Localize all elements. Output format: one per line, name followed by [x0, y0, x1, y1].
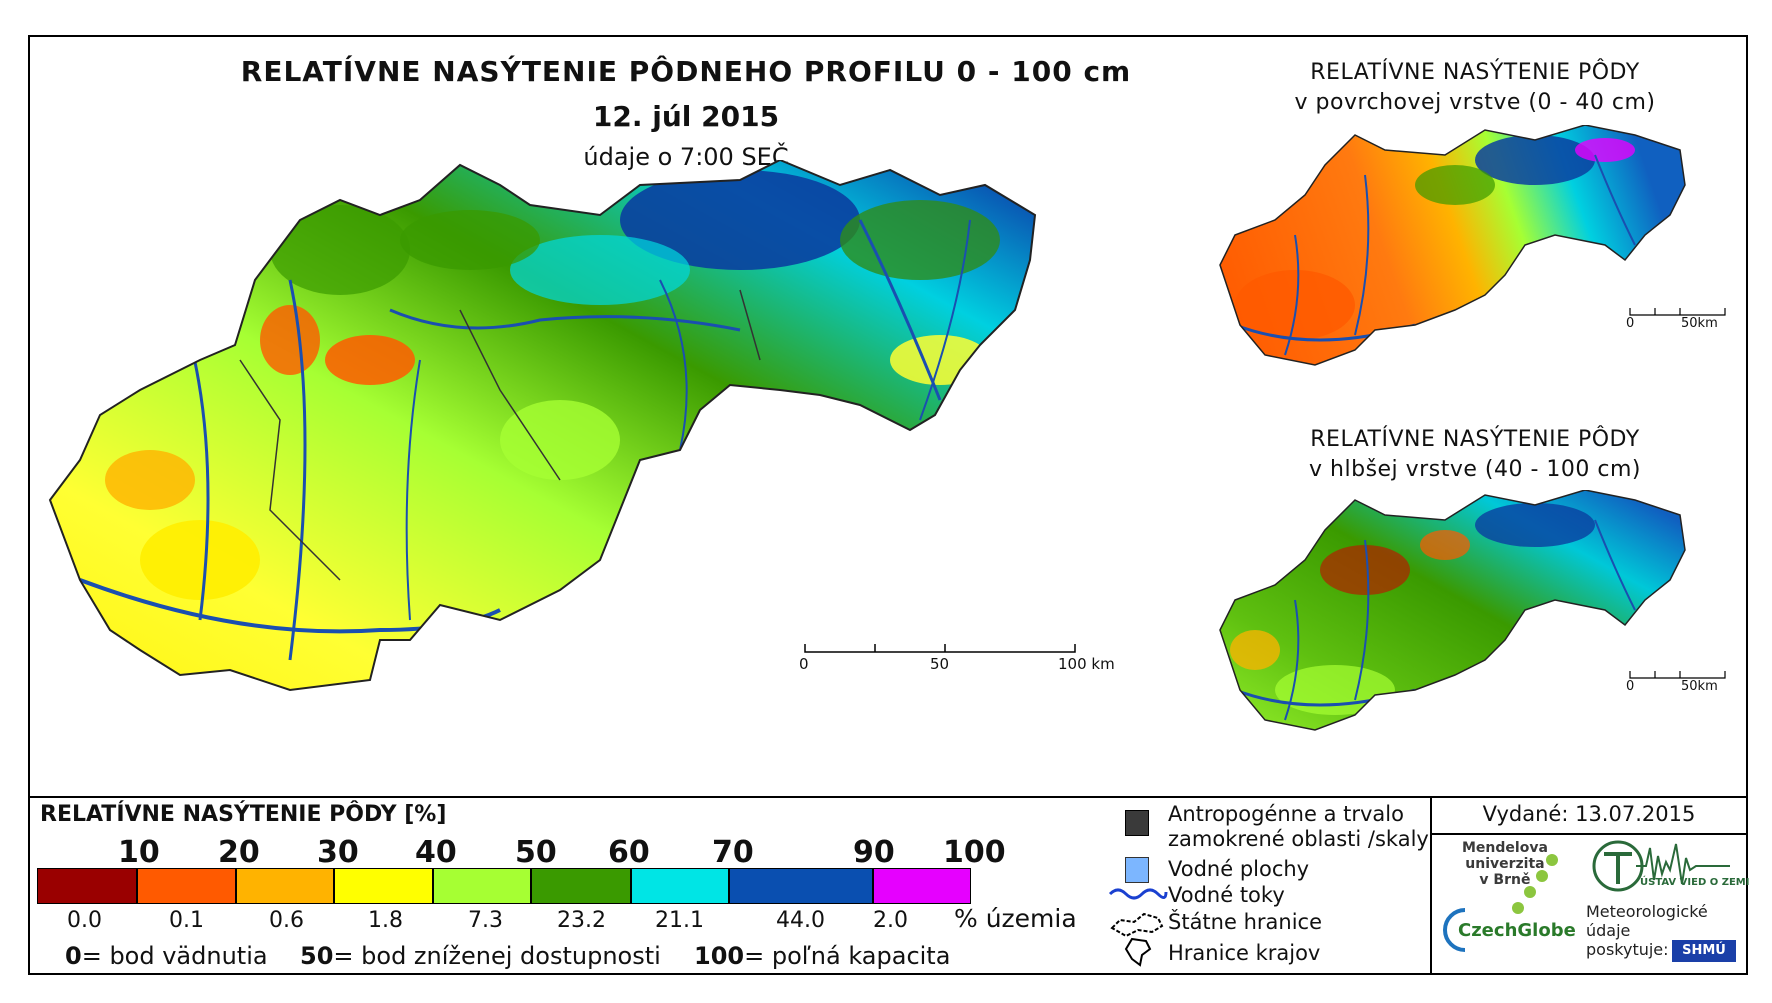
inset-surface-title-line2: v povrchovej vrstve (0 - 40 cm): [1294, 90, 1656, 115]
note-text: = bod vädnutia: [81, 942, 268, 970]
legend-color-class-2: [137, 868, 236, 904]
inset-deep-title-line1: RELATÍVNE NASÝTENIE PÔDY: [1310, 427, 1640, 452]
legend-pct-4: 1.8: [368, 908, 403, 933]
mendel-line3: v Brně: [1479, 872, 1531, 888]
legend-pct-7: 21.1: [655, 908, 704, 933]
legend-divider: [28, 796, 1748, 798]
ustav-logo-text: ÚSTAV VIED O ZEMI: [1640, 877, 1750, 888]
symbol-anthropogenic-line2: zamokrené oblasti /skaly: [1168, 827, 1429, 851]
ustav-vied-o-zemi-logo: [1592, 840, 1730, 892]
inset-deep-map: [1219, 490, 1686, 731]
note-value: 0: [65, 942, 82, 970]
czechglobe-arc-icon: [1443, 908, 1466, 952]
legend-break-20: 20: [218, 835, 260, 870]
issued-divider: [1430, 833, 1748, 835]
legend-pct-9: 2.0: [873, 908, 908, 933]
symbol-rivers: Vodné toky: [1168, 883, 1285, 907]
inset-deep-scale-0: 0: [1626, 679, 1635, 694]
mendel-line1: Mendelova: [1462, 840, 1548, 856]
main-soil-moisture-map: [48, 160, 1037, 692]
note-value: 50: [300, 942, 334, 970]
legend-break-10: 10: [118, 835, 160, 870]
legend-pct-5: 7.3: [468, 908, 503, 933]
shmu-logo: SHMÚ: [1672, 940, 1736, 962]
main-scale-label-50: 50: [930, 655, 950, 673]
main-scale-label-100: 100 km: [1058, 655, 1115, 673]
legend-pct-1: 0.0: [67, 908, 102, 933]
region-border-icon: [1124, 937, 1152, 967]
symbol-anthropogenic-line1: Antropogénne a trvalo: [1168, 802, 1404, 826]
legend-color-class-9: [873, 868, 971, 904]
legend-unit-label: % územia: [954, 904, 1077, 933]
credits-divider: [1430, 796, 1432, 975]
inset-surface-map: [1219, 125, 1686, 366]
legend-color-class-1: [37, 868, 137, 904]
note-text: = poľná kapacita: [744, 942, 951, 970]
inset-deep-title: RELATÍVNE NASÝTENIE PÔDY v hlbšej vrstve…: [1265, 425, 1685, 485]
inset-surface-title-line1: RELATÍVNE NASÝTENIE PÔDY: [1310, 60, 1640, 85]
map-date: 12. júl 2015: [592, 100, 780, 133]
legend-break-70: 70: [712, 835, 754, 870]
inset-deep-scale-50: 50km: [1681, 679, 1718, 694]
legend-note-capacity: 100= poľná kapacita: [694, 942, 950, 970]
symbol-state-border: Štátne hranice: [1168, 910, 1322, 934]
main-scale-label-0: 0: [799, 655, 809, 673]
note-value: 100: [694, 942, 745, 970]
legend-note-wilting: 0= bod vädnutia: [65, 942, 268, 970]
anthropogenic-swatch: [1125, 810, 1149, 836]
legend-color-class-7: [631, 868, 729, 904]
rivers-icon: [1108, 888, 1168, 900]
legend-break-40: 40: [415, 835, 457, 870]
symbol-water-bodies: Vodné plochy: [1168, 857, 1310, 881]
inset-deep-scale-bar: [1629, 671, 1726, 679]
legend-title: RELATÍVNE NASÝTENIE PÔDY [%]: [40, 802, 447, 827]
legend-break-30: 30: [317, 835, 359, 870]
note-text: = bod zníženej dostupnosti: [333, 942, 661, 970]
legend-color-class-6: [531, 868, 631, 904]
legend-color-class-5: [433, 868, 531, 904]
legend-color-class-4: [334, 868, 433, 904]
state-border-icon: [1110, 912, 1164, 938]
legend-color-class-8: [729, 868, 873, 904]
legend-break-90: 90: [853, 835, 895, 870]
map-title: RELATÍVNE NASÝTENIE PÔDNEHO PROFILU 0 - …: [240, 55, 1132, 88]
mendel-dots-icon: [1512, 854, 1558, 914]
inset-surface-scale-0: 0: [1626, 316, 1635, 331]
symbol-region-border: Hranice krajov: [1168, 941, 1321, 965]
map-time-note: údaje o 7:00 SEČ: [583, 143, 789, 171]
legend-color-class-3: [236, 868, 334, 904]
legend-pct-6: 23.2: [557, 908, 606, 933]
mendel-university-logo-text: Mendelova univerzita v Brně: [1462, 840, 1548, 888]
legend-break-100: 100: [943, 835, 1006, 870]
legend-break-60: 60: [608, 835, 650, 870]
meteo-line1: Meteorologické: [1586, 902, 1708, 921]
legend-break-50: 50: [515, 835, 557, 870]
meteo-line2: údaje: [1586, 921, 1631, 940]
czechglobe-logo-text: CzechGlobe: [1458, 920, 1576, 941]
inset-surface-scale-50: 50km: [1681, 316, 1718, 331]
water-bodies-swatch: [1125, 857, 1149, 883]
inset-surface-scale-bar: [1629, 308, 1726, 316]
legend-pct-3: 0.6: [269, 908, 304, 933]
inset-deep-title-line2: v hlbšej vrstve (40 - 100 cm): [1309, 457, 1641, 482]
legend-note-reduced: 50= bod zníženej dostupnosti: [300, 942, 661, 970]
legend-pct-2: 0.1: [169, 908, 204, 933]
symbol-anthropogenic: Antropogénne a trvalo zamokrené oblasti …: [1168, 802, 1429, 852]
legend-pct-8: 44.0: [776, 908, 825, 933]
mendel-line2: univerzita: [1465, 856, 1545, 872]
meteo-line3: poskytuje:: [1586, 940, 1669, 959]
issued-date: Vydané: 13.07.2015: [1482, 802, 1696, 826]
main-scale-bar: [804, 644, 1076, 653]
meteo-data-provider-text: Meteorologické údaje poskytuje:: [1586, 902, 1708, 959]
inset-surface-title: RELATÍVNE NASÝTENIE PÔDY v povrchovej vr…: [1265, 58, 1685, 118]
